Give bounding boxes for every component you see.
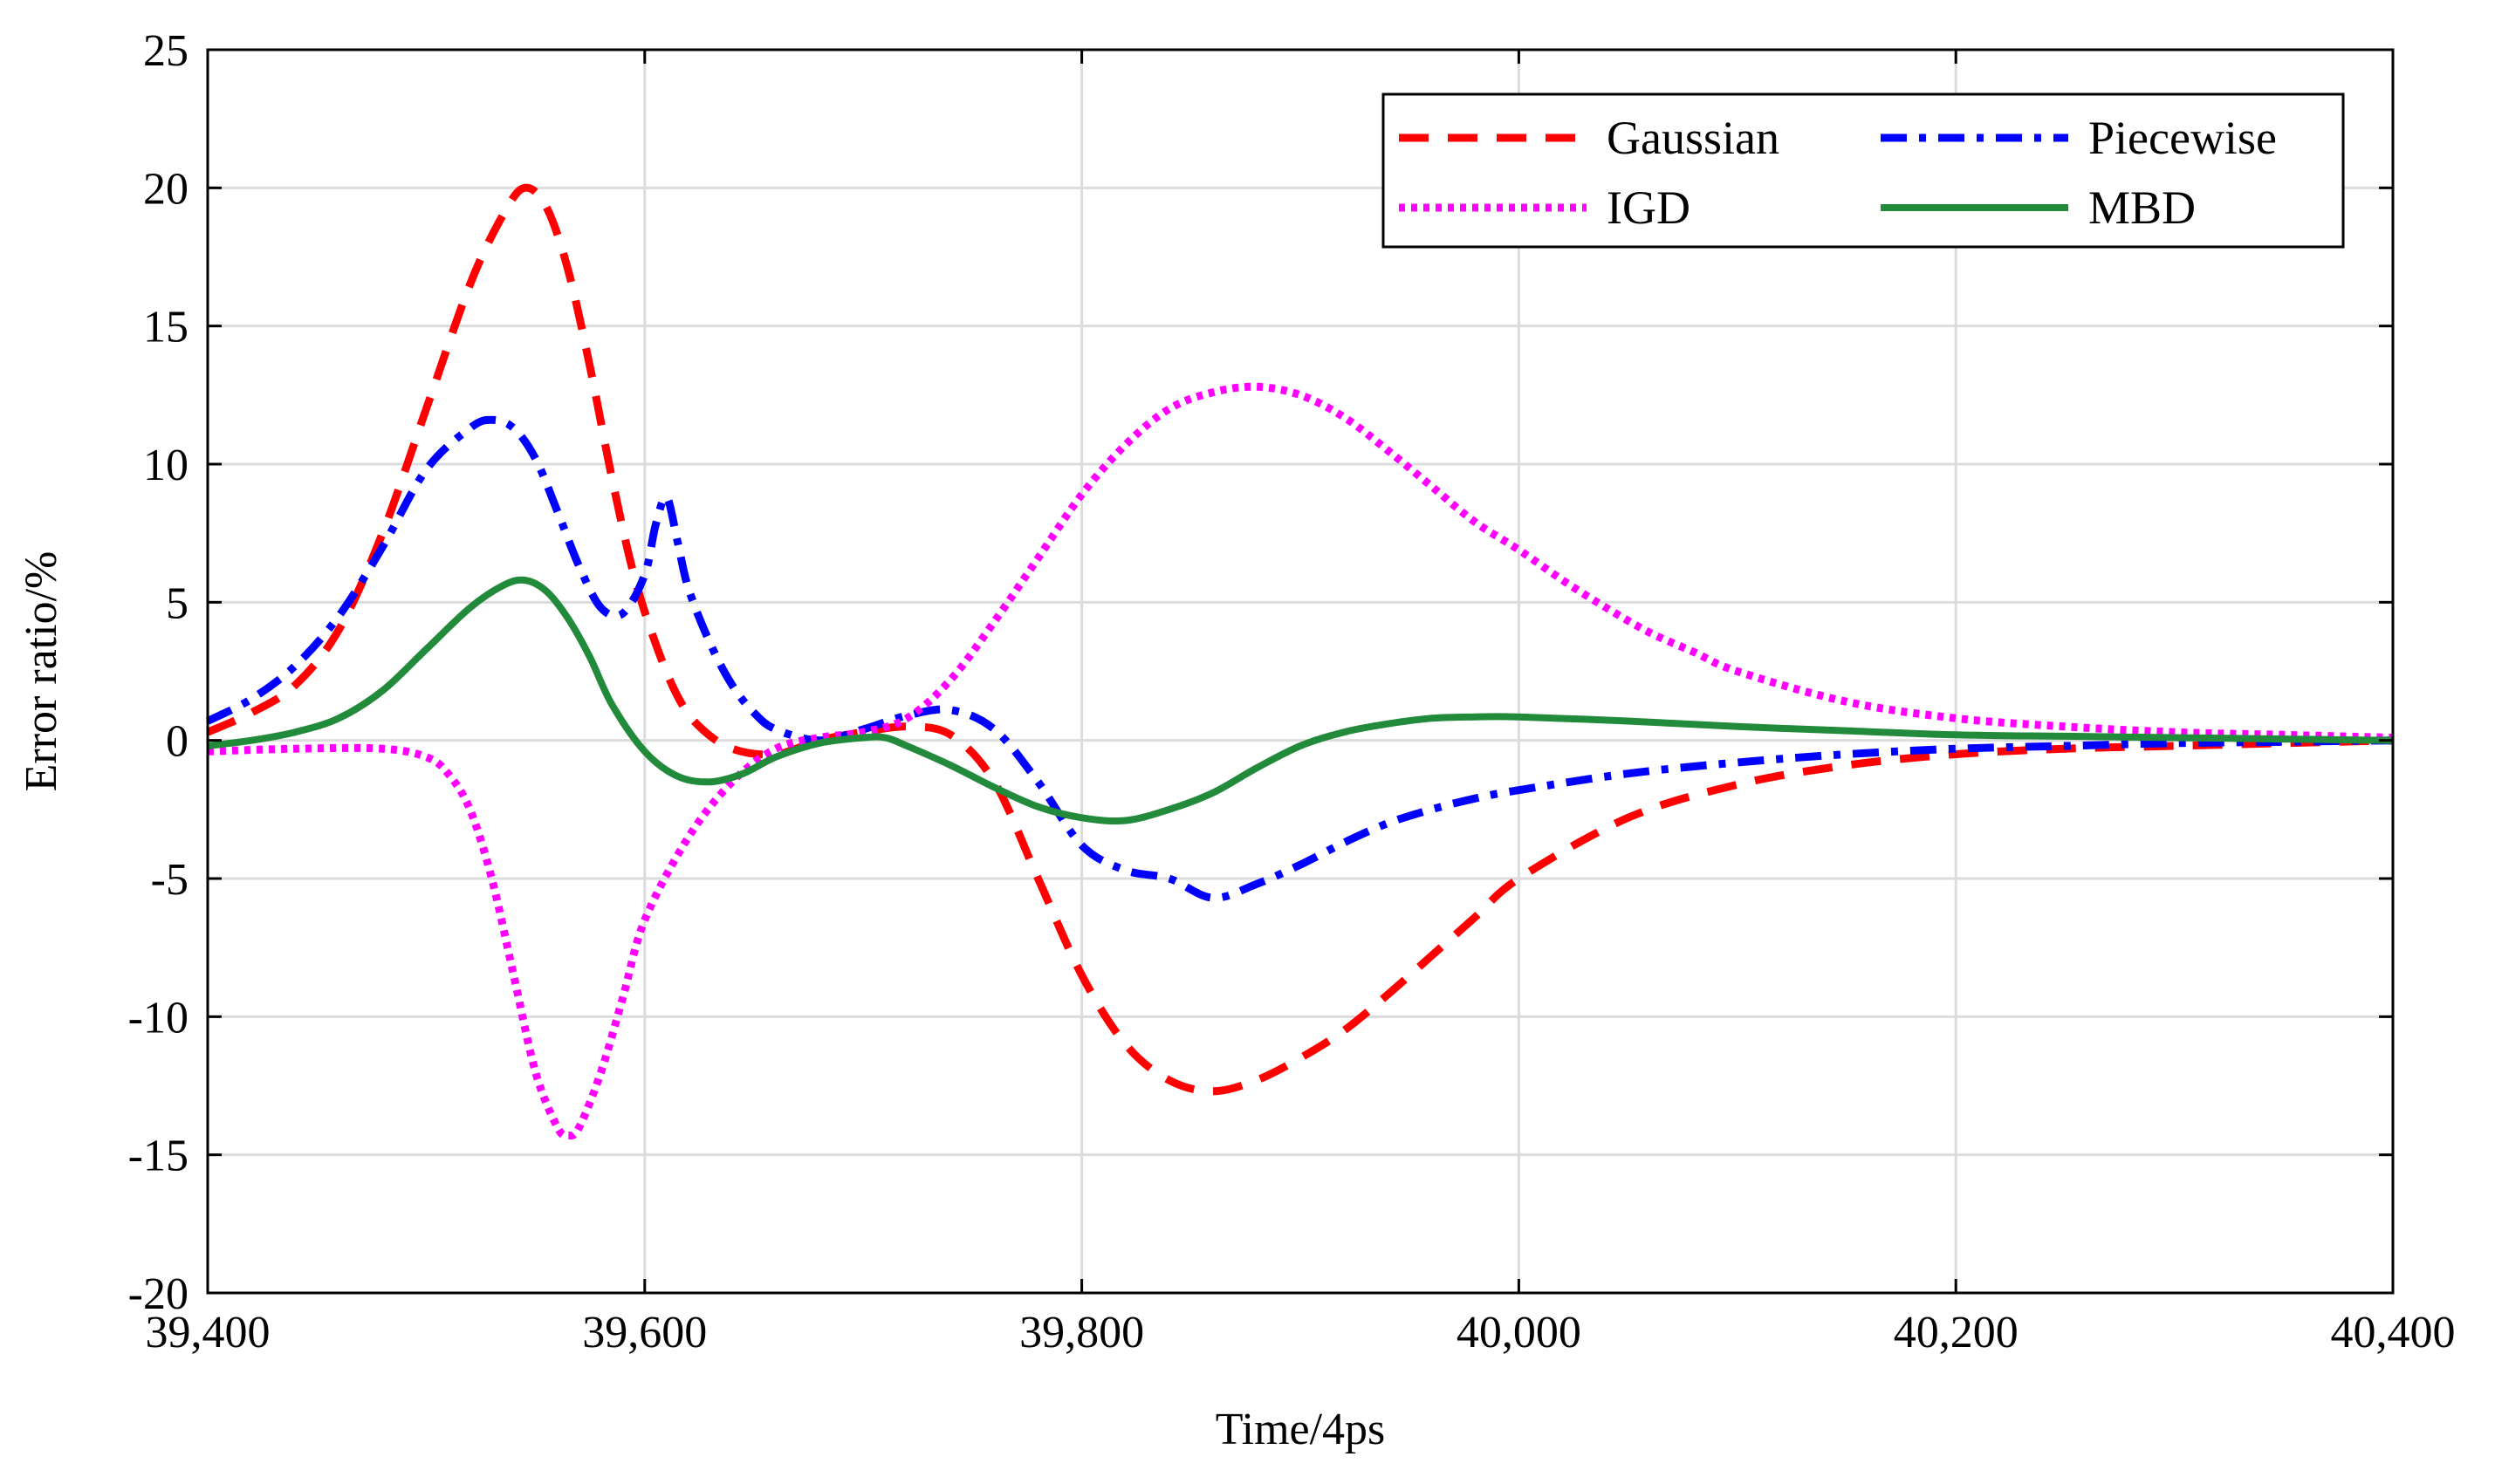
y-tick-labels: 25 20 15 10 5 0 -5 -10 -15 -20 bbox=[128, 26, 188, 1319]
x-tick-label: 40,000 bbox=[1457, 1308, 1581, 1357]
y-tick-label: -10 bbox=[128, 993, 188, 1043]
legend-label-gaussian: Gaussian bbox=[1607, 112, 1779, 164]
series-line-piecewise bbox=[205, 415, 2394, 902]
x-tick-label: 40,400 bbox=[2331, 1308, 2456, 1357]
y-tick-label: -20 bbox=[128, 1269, 188, 1319]
x-tick-label: 39,600 bbox=[582, 1308, 707, 1357]
y-tick-label: 15 bbox=[143, 303, 188, 352]
y-tick-label: -15 bbox=[128, 1132, 188, 1181]
legend-label-piecewise: Piecewise bbox=[2088, 112, 2277, 164]
x-tick-labels: 39,400 39,600 39,800 40,000 40,200 40,400 bbox=[146, 1308, 2456, 1357]
legend-box bbox=[1381, 92, 2345, 249]
axis-ticks bbox=[206, 48, 2395, 1295]
legend-label-mbd: MBD bbox=[2088, 181, 2196, 234]
y-tick-label: 5 bbox=[166, 578, 188, 628]
y-tick-label: 25 bbox=[143, 26, 188, 76]
legend: Gaussian Piecewise IGD MBD bbox=[1381, 92, 2345, 249]
y-tick-label: 0 bbox=[166, 717, 188, 767]
x-tick-label: 39,400 bbox=[146, 1308, 271, 1357]
grid-lines bbox=[208, 50, 2393, 1293]
legend-label-igd: IGD bbox=[1607, 181, 1690, 234]
series-line-gaussian bbox=[206, 183, 2394, 1096]
y-axis-label: Error ratio/% bbox=[17, 551, 66, 792]
y-tick-label: 20 bbox=[143, 164, 188, 214]
x-tick-label: 39,800 bbox=[1019, 1308, 1144, 1357]
series-line-igd bbox=[207, 382, 2394, 1140]
series-lines bbox=[205, 183, 2394, 1140]
plot-area-frame bbox=[206, 48, 2395, 1295]
x-tick-label: 40,200 bbox=[1894, 1308, 2019, 1357]
series-line-mbd bbox=[207, 576, 2394, 825]
y-tick-label: -5 bbox=[151, 855, 188, 905]
x-axis-label: Time/4ps bbox=[1216, 1405, 1386, 1454]
y-tick-label: 10 bbox=[143, 441, 188, 490]
